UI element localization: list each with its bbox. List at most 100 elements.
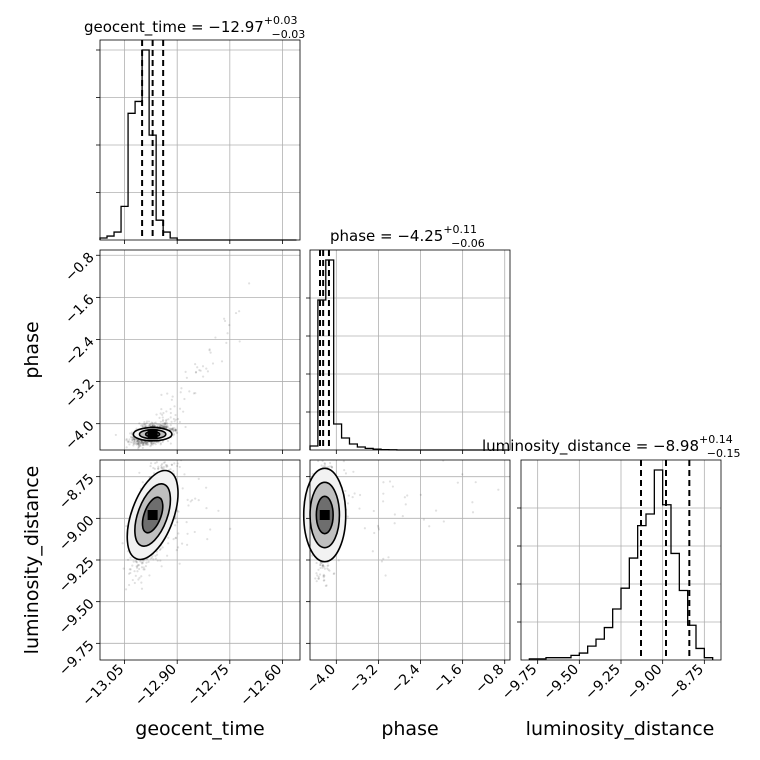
sample-point — [162, 461, 165, 464]
sample-point — [372, 509, 375, 513]
sample-point — [158, 423, 161, 426]
sample-point — [328, 569, 331, 572]
sample-point — [141, 441, 145, 444]
sample-point — [149, 444, 152, 448]
x-tick-label: −9.75 — [499, 662, 541, 704]
sample-point — [194, 392, 197, 395]
sample-point — [322, 465, 325, 468]
x-tick-label: −9.25 — [582, 662, 624, 704]
sample-point — [128, 568, 131, 571]
sample-point — [184, 425, 187, 429]
panel-frame — [99, 39, 301, 241]
sample-point — [187, 504, 190, 507]
sample-point — [141, 443, 144, 446]
sample-point — [315, 561, 318, 565]
y-tick-label: −0.8 — [62, 250, 97, 285]
sample-point — [163, 425, 166, 428]
y-tick-label: −2.4 — [62, 334, 97, 369]
sample-point — [317, 460, 320, 463]
sample-point — [121, 542, 124, 545]
sample-point — [380, 560, 384, 563]
sample-point — [139, 444, 142, 448]
sample-point — [139, 451, 141, 453]
xlabel-luminosity-distance: luminosity_distance — [526, 718, 715, 740]
sample-point — [150, 421, 153, 424]
sample-point — [164, 426, 168, 429]
sample-point — [134, 442, 138, 445]
title-luminosity-distance: luminosity_distance = −8.98+0.14 −0.15 — [482, 433, 740, 460]
sample-point — [131, 436, 134, 439]
sample-point — [165, 425, 168, 428]
sample-point — [196, 366, 199, 369]
sample-point — [214, 336, 217, 339]
sample-point — [325, 453, 327, 455]
sample-point — [144, 424, 147, 427]
sample-point — [130, 436, 133, 439]
sample-point — [133, 439, 136, 442]
sample-point — [140, 587, 144, 590]
sample-point — [157, 467, 160, 470]
x-tick-label: −12.90 — [132, 662, 180, 710]
sample-point — [461, 473, 464, 476]
sample-point — [186, 532, 189, 535]
sample-point — [182, 410, 185, 413]
sample-point — [136, 439, 139, 443]
sample-point — [315, 580, 318, 583]
sample-point — [327, 454, 329, 456]
sample-point — [176, 462, 179, 465]
sample-point — [175, 431, 179, 434]
sample-point — [225, 341, 228, 344]
sample-point — [159, 547, 162, 550]
sample-point — [129, 435, 133, 438]
sample-point — [325, 584, 328, 587]
sample-point — [170, 428, 173, 431]
sample-point — [144, 425, 147, 428]
sample-point — [161, 420, 164, 423]
sample-point — [326, 466, 330, 469]
sample-point — [136, 563, 140, 567]
sample-point — [174, 429, 177, 432]
sample-point — [174, 428, 177, 431]
sample-point — [167, 418, 170, 421]
sample-point — [126, 440, 130, 443]
sample-point — [161, 418, 165, 422]
sample-point — [144, 565, 147, 568]
sample-point — [164, 422, 167, 425]
sample-point — [157, 467, 160, 470]
sample-point — [393, 522, 396, 525]
sample-point — [141, 423, 144, 426]
sample-point — [164, 425, 168, 428]
sample-point — [152, 441, 155, 445]
sample-point — [152, 424, 155, 428]
sample-point — [160, 424, 163, 427]
sample-point — [194, 363, 197, 366]
sample-point — [160, 464, 163, 467]
sample-point — [158, 548, 162, 552]
sample-point — [323, 565, 326, 568]
sample-point — [174, 429, 177, 432]
sample-point — [327, 568, 330, 571]
sample-point — [194, 497, 197, 500]
sample-point — [124, 588, 128, 591]
sample-point — [159, 412, 162, 415]
sample-point — [133, 581, 136, 585]
sample-point — [363, 527, 366, 530]
sample-point — [188, 390, 191, 393]
sample-point — [142, 566, 145, 569]
sample-point — [171, 428, 174, 431]
sample-point — [159, 420, 162, 423]
sample-point — [229, 527, 232, 530]
sample-point — [137, 440, 141, 443]
sample-point — [127, 572, 131, 575]
sample-point — [146, 441, 149, 444]
sample-point — [176, 521, 179, 524]
sample-point — [153, 442, 156, 445]
sample-point — [321, 563, 324, 567]
sample-point — [168, 445, 170, 447]
sample-point — [428, 525, 431, 528]
sample-point — [133, 438, 137, 441]
sample-point — [156, 559, 159, 562]
sample-point — [165, 422, 169, 425]
